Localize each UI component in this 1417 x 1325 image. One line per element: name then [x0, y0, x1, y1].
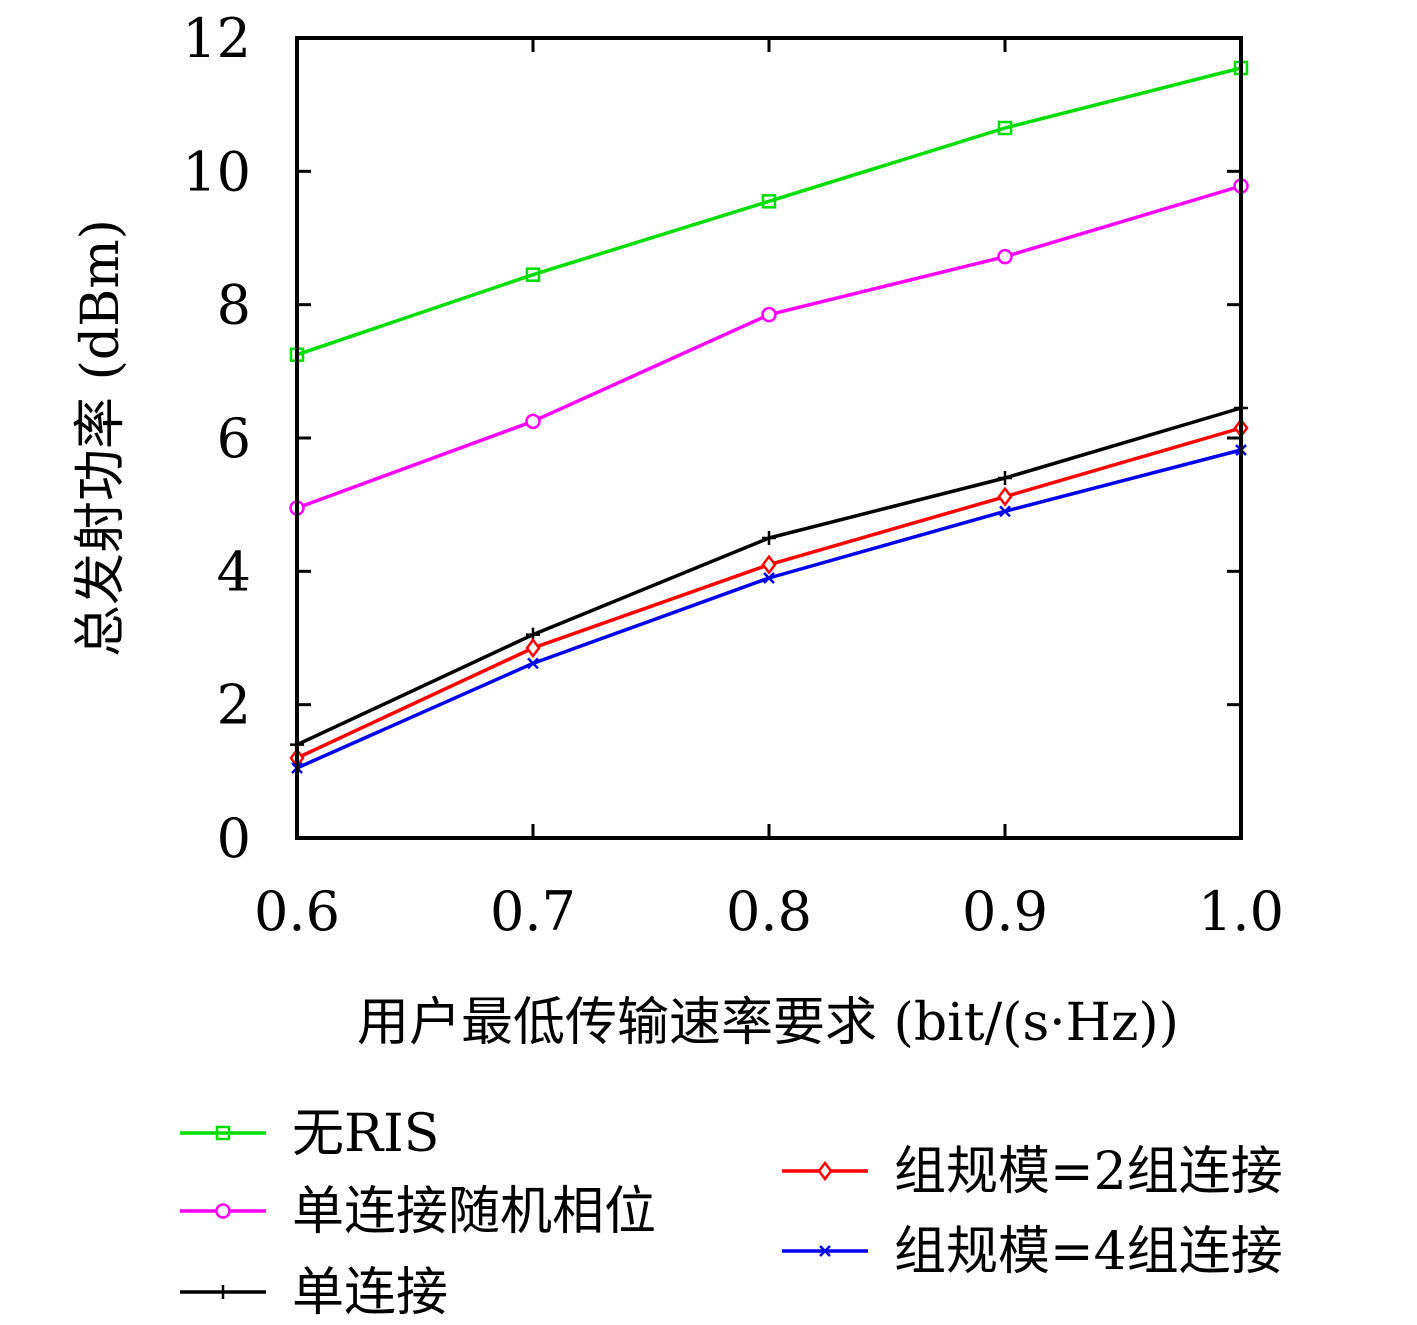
series-line-4	[296, 448, 1242, 770]
legend-label: 组规模=4组连接	[894, 1222, 1283, 1282]
series-3-point-2	[761, 554, 777, 575]
series-1-point-1	[525, 413, 541, 430]
y-tick-label: 2	[217, 674, 251, 737]
series-line-3	[296, 426, 1242, 760]
y-tick-label: 12	[182, 7, 251, 70]
legend-label: 单连接随机相位	[292, 1182, 656, 1242]
series-2-point-2	[762, 531, 776, 545]
legend-label: 组规模=2组连接	[894, 1142, 1283, 1202]
series-1-point-2	[761, 306, 777, 323]
plot-frame	[295, 36, 1243, 840]
x-tick-label: 0.6	[254, 880, 340, 943]
legend-swatch-marker	[819, 1245, 831, 1257]
series-3-point-3	[997, 486, 1013, 507]
series-line-0	[296, 66, 1242, 357]
series-line-1	[296, 184, 1242, 510]
y-tick-label: 10	[182, 140, 251, 203]
series-3-point-1	[525, 637, 541, 659]
x-tick-label: 0.7	[490, 880, 576, 943]
x-axis-title: 用户最低传输速率要求 (bit/(s·Hz))	[357, 993, 1179, 1053]
x-tick-label: 1.0	[1198, 880, 1284, 943]
legend-entry-4: 组规模=4组连接	[782, 1222, 1283, 1282]
legend-label: 无RIS	[292, 1104, 439, 1164]
y-tick-label: 8	[217, 274, 251, 337]
series-4-point-1	[527, 657, 539, 670]
legend-entry-3: 组规模=2组连接	[782, 1142, 1283, 1202]
series-0-point-2	[761, 194, 777, 209]
series-1-point-3	[997, 248, 1013, 265]
legend-swatch-marker	[216, 1285, 230, 1299]
legend-entry-0: 无RIS	[180, 1104, 439, 1164]
y-tick-label: 6	[217, 407, 251, 470]
series-0-point-3	[997, 120, 1013, 136]
x-tick-label: 0.9	[962, 880, 1048, 943]
series-4-point-3	[999, 505, 1011, 518]
legend-swatch-marker	[215, 1203, 231, 1219]
legend-entry-2: 单连接	[180, 1263, 448, 1323]
ticks-layer: 0 2 4 6 8 10 12 0.6 0.7 0.8 0.9 1.0	[182, 7, 1284, 943]
x-tick-label: 0.8	[726, 880, 812, 943]
y-axis-title: 总发射功率 (dBm)	[71, 219, 131, 657]
y-tick-label: 4	[217, 540, 251, 603]
legend-entry-1: 单连接随机相位	[180, 1182, 656, 1242]
legend-swatch-marker	[817, 1160, 833, 1182]
series-4-point-2	[763, 572, 775, 584]
series-0-point-1	[525, 267, 541, 282]
legend-label: 单连接	[292, 1263, 448, 1323]
series-2-point-3	[998, 471, 1012, 485]
legend-swatch-marker	[215, 1125, 231, 1141]
series-layer	[289, 60, 1249, 774]
y-tick-label: 0	[217, 807, 251, 870]
